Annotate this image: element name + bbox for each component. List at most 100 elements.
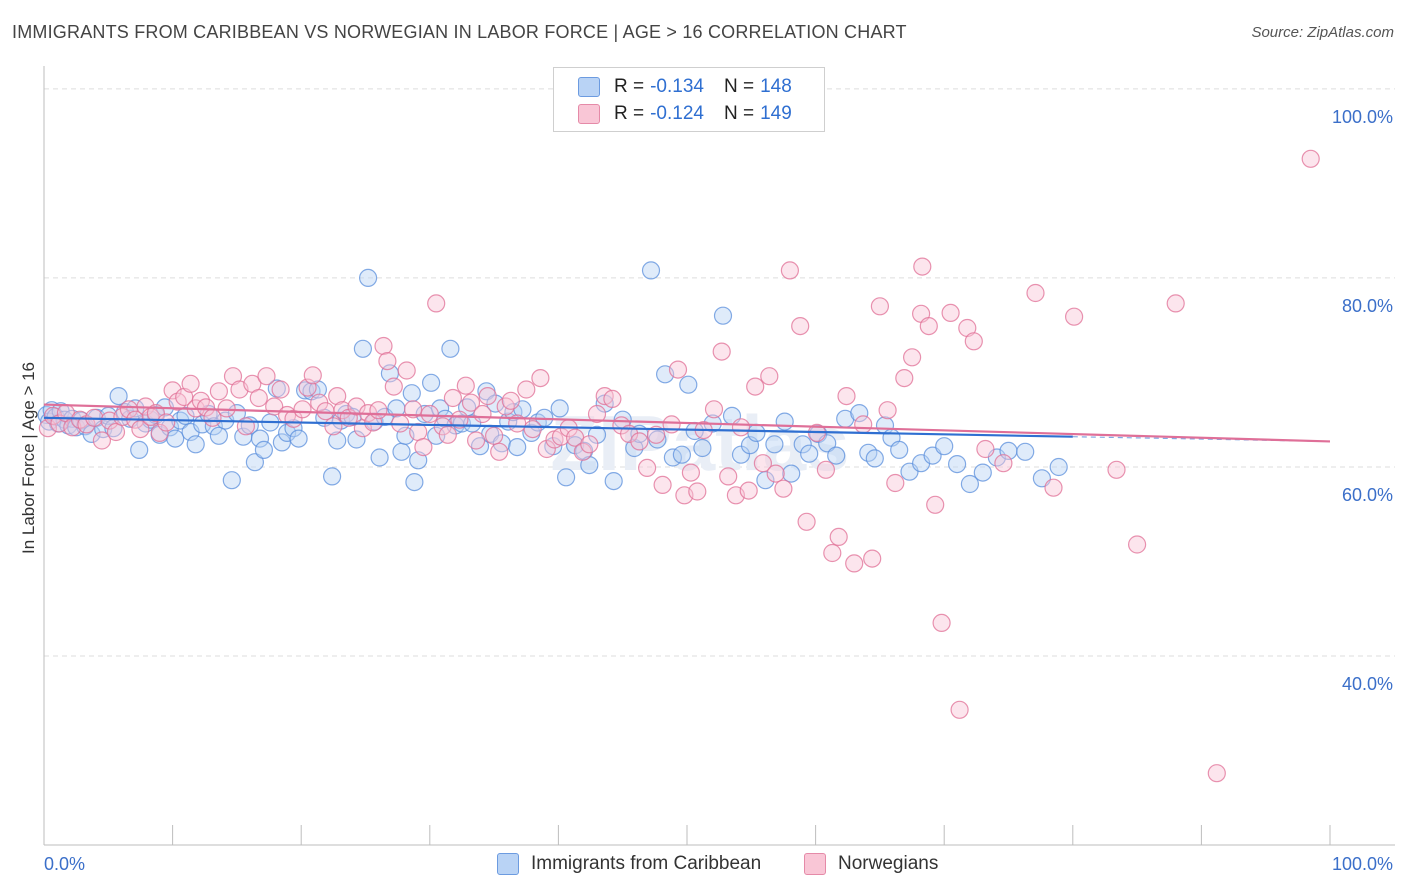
data-point <box>932 613 951 633</box>
data-point <box>1016 442 1035 461</box>
data-point <box>782 464 801 483</box>
legend-n-value-norwegians: 149 <box>760 103 792 124</box>
data-point <box>973 463 992 482</box>
grid-lines <box>44 88 1395 657</box>
chart-title: IMMIGRANTS FROM CARIBBEAN VS NORWEGIAN I… <box>12 22 907 42</box>
data-point <box>405 473 424 492</box>
data-point <box>323 467 342 486</box>
data-point <box>130 440 149 459</box>
data-point <box>404 400 423 419</box>
data-point <box>490 442 509 461</box>
legend-r-label: R = <box>614 76 645 97</box>
data-point <box>157 413 176 432</box>
legend-n-label: N = <box>723 76 755 97</box>
data-point <box>845 554 864 573</box>
data-point <box>409 422 428 442</box>
data-point <box>531 369 550 388</box>
data-point <box>878 401 897 420</box>
data-point <box>637 458 657 477</box>
bottom-legend-swatch-norwegians <box>804 853 826 875</box>
data-point <box>780 261 800 280</box>
data-point <box>374 336 393 356</box>
bottom-legend-caribbean: Immigrants from Caribbean <box>497 851 761 877</box>
data-point <box>919 317 938 336</box>
source-label: Source: ZipAtlas.com <box>1251 24 1394 41</box>
legend-r-value-caribbean: -0.134 <box>650 76 704 97</box>
data-point <box>646 425 666 444</box>
data-point <box>370 448 389 467</box>
correlation-legend: R = -0.134 N = 148 R = -0.124 N = 149 <box>553 67 825 132</box>
tick-labels: 40.0% 60.0% 80.0% 100.0% 0.0% 100.0% <box>44 107 1393 874</box>
data-point <box>950 700 969 719</box>
data-point <box>517 380 536 399</box>
data-point <box>829 527 848 547</box>
data-point <box>92 431 112 450</box>
data-point <box>797 512 816 531</box>
data-point <box>886 473 905 493</box>
data-point <box>641 261 661 280</box>
data-point <box>753 454 773 473</box>
data-point <box>823 543 842 563</box>
data-point <box>186 435 205 454</box>
data-point <box>245 453 264 472</box>
data-point <box>427 294 446 313</box>
data-point <box>347 397 366 416</box>
data-point <box>827 446 846 465</box>
data-point <box>573 442 592 461</box>
y-axis-title: In Labor Force | Age > 16 <box>19 362 38 554</box>
data-point <box>328 387 347 406</box>
data-point <box>369 401 388 420</box>
legend-r-value-norwegians: -0.124 <box>650 103 704 124</box>
data-point <box>1301 149 1320 168</box>
data-point <box>668 360 688 379</box>
data-point <box>523 420 542 439</box>
data-point <box>271 380 290 399</box>
data-point <box>1049 457 1068 477</box>
data-point <box>166 429 185 448</box>
data-point <box>150 423 169 442</box>
y-tick-label: 60.0% <box>1342 485 1393 505</box>
data-point <box>816 460 836 479</box>
data-point <box>895 369 914 388</box>
data-point <box>679 375 698 394</box>
data-point <box>486 394 505 413</box>
data-point <box>747 423 766 442</box>
data-point <box>731 418 751 437</box>
data-point <box>106 422 126 442</box>
data-point <box>760 367 779 386</box>
data-point <box>257 367 276 386</box>
data-point <box>688 482 707 501</box>
data-point <box>793 435 812 454</box>
data-point <box>863 549 882 568</box>
data-point <box>438 425 457 444</box>
data-point <box>508 438 527 457</box>
data-point <box>402 384 421 403</box>
data-point <box>1044 478 1063 497</box>
data-point <box>461 393 481 412</box>
data-point <box>209 382 228 401</box>
legend-row-caribbean: R = -0.134 N = 148 <box>578 74 792 100</box>
data-point <box>414 438 433 457</box>
data-point <box>713 306 733 325</box>
data-point <box>672 445 692 464</box>
data-point <box>1064 307 1084 326</box>
data-point <box>289 429 308 448</box>
data-point <box>537 439 556 459</box>
data-point <box>333 401 352 420</box>
data-point <box>935 437 954 456</box>
data-point <box>630 432 649 451</box>
legend-n-value-caribbean: 148 <box>760 76 792 97</box>
axes <box>43 66 1395 846</box>
data-point <box>109 387 128 406</box>
data-point <box>587 404 607 424</box>
y-tick-label: 80.0% <box>1342 296 1393 316</box>
x-tick-label: 0.0% <box>44 854 85 874</box>
data-point <box>324 417 343 436</box>
data-point <box>478 387 497 406</box>
data-point <box>693 438 712 458</box>
data-point <box>1026 283 1045 303</box>
data-point <box>765 435 784 454</box>
data-point <box>1127 535 1147 554</box>
y-tick-label: 100.0% <box>1332 107 1393 127</box>
